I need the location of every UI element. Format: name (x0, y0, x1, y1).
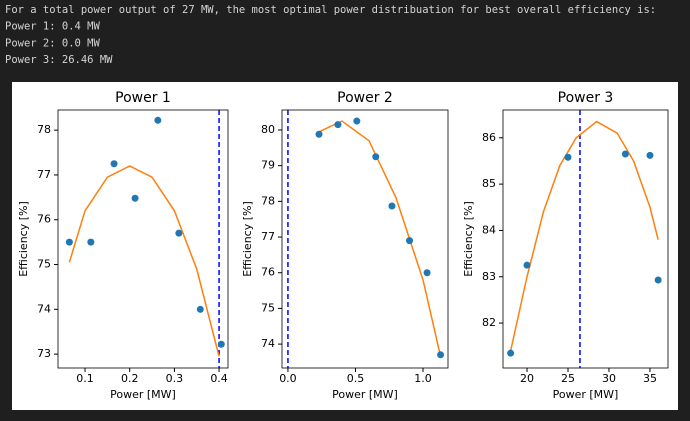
data-point (87, 238, 95, 246)
x-tick-label: 25 (561, 372, 575, 385)
x-tick-label: 0.1 (76, 372, 94, 385)
data-point (621, 150, 629, 158)
data-point (196, 305, 204, 313)
y-tick-label: 76 (261, 266, 275, 279)
data-point (654, 276, 662, 284)
output-line: For a total power output of 27 MW, the m… (5, 4, 656, 16)
fit-curve (509, 120, 659, 352)
fit-curve (68, 165, 220, 357)
subplot: Power 2 Power [MW] Efficiency [%] 0.0 0.5 1.0… (241, 90, 449, 401)
y-axis-label: Efficiency [%] (17, 201, 30, 277)
data-point (110, 160, 118, 168)
y-axis-label: Efficiency [%] (462, 201, 475, 277)
axes-frame (57, 109, 229, 369)
data-point (131, 194, 139, 202)
y-tick-label: 79 (261, 159, 275, 172)
data-point (217, 340, 225, 348)
x-tick-label: 30 (602, 372, 616, 385)
axes-frame (502, 109, 669, 369)
y-tick-label: 76 (37, 213, 51, 226)
data-point (65, 238, 73, 246)
x-tick-label: 20 (520, 372, 534, 385)
x-tick-label: 0.5 (347, 372, 365, 385)
x-tick-label: 0.2 (121, 372, 139, 385)
data-point (646, 151, 654, 159)
x-tick-label: 0.3 (166, 372, 184, 385)
y-tick-label: 73 (37, 347, 51, 360)
y-tick-label: 86 (482, 131, 496, 144)
x-tick-label: 0.4 (210, 372, 228, 385)
data-point (315, 130, 323, 138)
y-tick-label: 84 (482, 223, 496, 236)
x-tick-label: 0.0 (279, 372, 297, 385)
data-point (388, 202, 396, 210)
output-line: Power 1: 0.4 MW (5, 21, 101, 33)
y-tick-label: 77 (261, 230, 275, 243)
data-point (406, 237, 414, 245)
y-tick-label: 74 (37, 302, 51, 315)
x-tick-label: 1.0 (414, 372, 432, 385)
output-line: Power 2: 0.0 MW (5, 37, 101, 49)
axes-frame (281, 109, 449, 369)
subplot: Power 1 Power [MW] Efficiency [%] 0.1 0.2 0.3… (17, 90, 229, 401)
y-axis-label: Efficiency [%] (241, 201, 254, 277)
y-tick-label: 85 (482, 177, 496, 190)
y-tick-label: 75 (37, 258, 51, 271)
subplot-title: Power 1 (115, 90, 171, 106)
x-tick-label: 35 (643, 372, 657, 385)
data-point (437, 351, 445, 359)
data-point (353, 117, 361, 125)
subplot-title: Power 2 (337, 90, 393, 106)
y-tick-label: 75 (261, 301, 275, 314)
data-point (564, 153, 572, 161)
x-axis-label: Power [MW] (332, 388, 398, 401)
plot-area (65, 110, 225, 368)
output-line: Power 3: 26.46 MW (5, 54, 113, 66)
data-point (175, 229, 183, 237)
data-point (154, 116, 162, 124)
plot-area (287, 110, 445, 368)
data-point (423, 269, 431, 277)
subplot: Power 3 Power [MW] Efficiency [%] 20 25 30 35 8… (462, 90, 669, 401)
y-tick-label: 74 (261, 337, 275, 350)
x-axis-label: Power [MW] (553, 388, 619, 401)
data-point (523, 261, 531, 269)
y-tick-label: 80 (261, 123, 275, 136)
data-point (372, 153, 380, 161)
plot-area (507, 110, 662, 368)
y-tick-label: 77 (37, 168, 51, 181)
y-tick-label: 82 (482, 316, 496, 329)
y-tick-label: 78 (261, 194, 275, 207)
figure (12, 82, 678, 410)
y-tick-label: 78 (37, 123, 51, 136)
y-tick-label: 83 (482, 270, 496, 283)
data-point (507, 349, 515, 357)
x-axis-label: Power [MW] (110, 388, 176, 401)
data-point (334, 121, 342, 129)
subplot-title: Power 3 (558, 90, 614, 106)
